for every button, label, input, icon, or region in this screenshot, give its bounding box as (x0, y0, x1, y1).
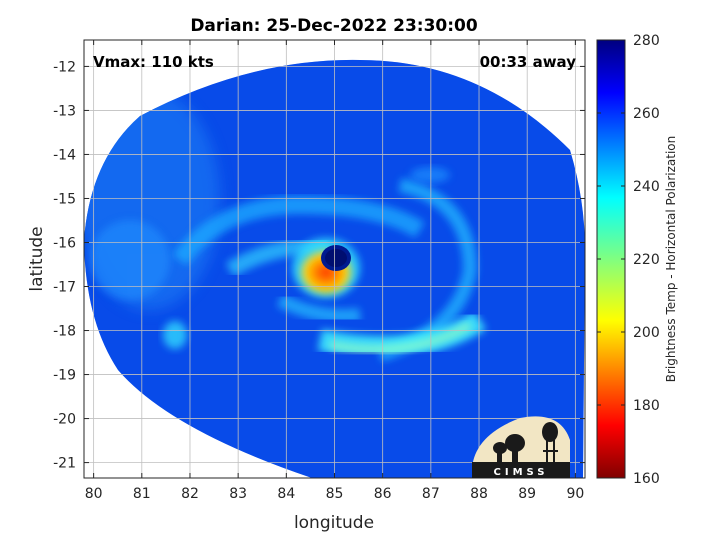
colorbar-tick-label: 200 (633, 325, 660, 341)
y-tick-label: -18 (53, 324, 76, 340)
logo-text: CIMSS (494, 467, 549, 478)
colorbar-tick-label: 220 (633, 252, 660, 268)
colorbar-tick-label: 260 (633, 106, 660, 122)
colorbar-tick-label: 180 (633, 398, 660, 414)
y-tick-label: -15 (53, 191, 76, 207)
y-tick-label: -21 (53, 456, 76, 472)
colorbar-label: Brightness Temp - Horizontal Polarizatio… (664, 136, 678, 383)
colorbar-tick-label: 280 (633, 33, 660, 49)
y-gridlines (84, 66, 585, 463)
y-tick-label: -14 (53, 147, 76, 163)
x-tick-label: 82 (181, 486, 199, 502)
x-ticks: 80 81 82 83 84 85 86 87 88 89 90 (85, 40, 584, 502)
colorbar-tick-label: 160 (633, 471, 660, 487)
y-tick-label: -20 (53, 412, 76, 428)
axes-frame (83, 39, 586, 479)
y-tick-label: -13 (53, 103, 76, 119)
x-tick-label: 80 (85, 486, 103, 502)
vmax-annotation: Vmax: 110 kts (93, 53, 214, 71)
x-tick-label: 87 (422, 486, 440, 502)
time-away-annotation: 00:33 away (480, 53, 577, 71)
y-axis-label: latitude (27, 226, 47, 291)
x-tick-label: 88 (470, 486, 488, 502)
x-gridlines (93, 40, 576, 478)
y-tick-label: -12 (53, 59, 76, 75)
x-tick-label: 86 (374, 486, 392, 502)
x-tick-label: 90 (566, 486, 584, 502)
y-tick-label: -16 (53, 235, 76, 251)
cimss-logo: CIMSS (472, 416, 570, 478)
y-tick-label: -17 (53, 280, 76, 296)
x-axis-label: longitude (294, 513, 374, 533)
colorbar-gradient (596, 39, 626, 479)
x-tick-label: 89 (518, 486, 536, 502)
colorbar-tick-label: 240 (633, 179, 660, 195)
colorbar: 160 180 200 220 240 260 280 Brightness Temp - … (596, 33, 678, 487)
x-tick-label: 84 (277, 486, 295, 502)
x-tick-label: 85 (326, 486, 344, 502)
y-tick-label: -19 (53, 368, 76, 384)
chart-title: Darian: 25-Dec-2022 23:30:00 (190, 16, 478, 36)
x-tick-label: 81 (133, 486, 151, 502)
x-tick-label: 83 (229, 486, 247, 502)
y-ticks: -12 -13 -14 -15 -16 -17 -18 -19 -20 -21 (53, 59, 585, 472)
colorbar-ticks: 160 180 200 220 240 260 280 (597, 33, 660, 487)
